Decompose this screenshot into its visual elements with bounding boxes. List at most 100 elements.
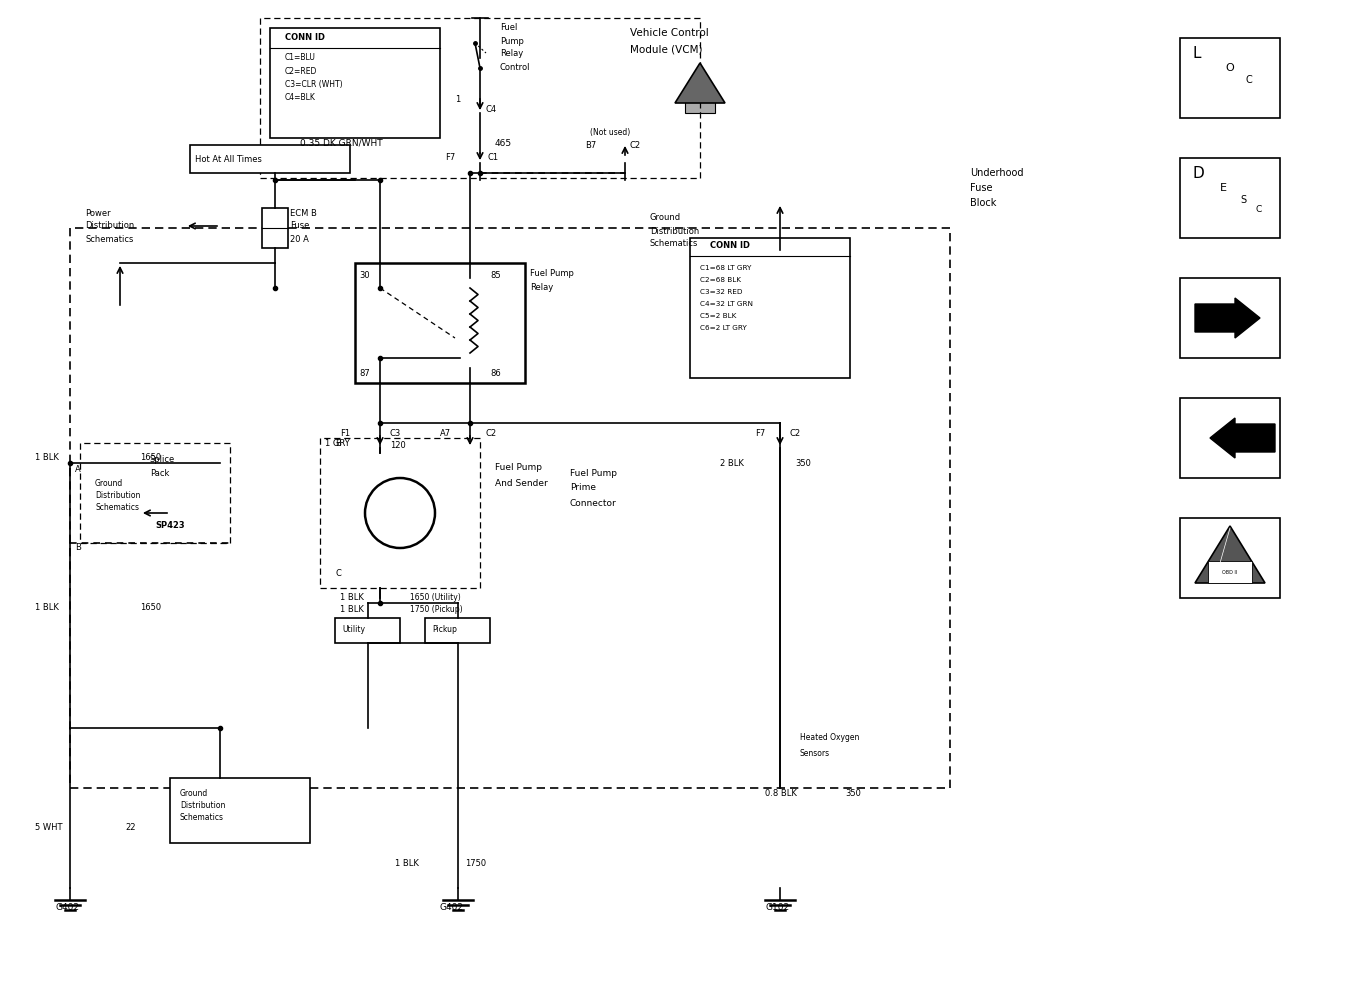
Bar — [1180, 158, 1280, 238]
Text: C1=BLU: C1=BLU — [286, 53, 316, 62]
Text: C1=68 LT GRY: C1=68 LT GRY — [700, 265, 751, 271]
Bar — [271, 28, 441, 138]
Bar — [262, 208, 288, 248]
Bar — [69, 228, 951, 788]
Text: 1 GRY: 1 GRY — [325, 438, 350, 448]
Text: G402: G402 — [441, 903, 464, 912]
Text: C: C — [335, 569, 341, 578]
Polygon shape — [675, 62, 725, 103]
Text: 1650 (Utility): 1650 (Utility) — [409, 594, 461, 603]
Text: C4: C4 — [486, 106, 496, 115]
Text: G402: G402 — [54, 903, 79, 912]
Text: 0.35 DK GRN/WHT: 0.35 DK GRN/WHT — [301, 138, 382, 147]
Text: 1 BLK: 1 BLK — [394, 859, 419, 868]
Text: Ground: Ground — [95, 479, 124, 488]
Text: Pump: Pump — [500, 36, 524, 45]
Text: C2: C2 — [486, 428, 496, 437]
Text: Fuel Pump: Fuel Pump — [495, 464, 543, 473]
Text: C6=2 LT GRY: C6=2 LT GRY — [700, 325, 747, 331]
Text: B: B — [75, 543, 80, 552]
Text: E: E — [1220, 183, 1227, 193]
Text: Pump: Pump — [389, 528, 411, 537]
Text: C3=CLR (WHT): C3=CLR (WHT) — [286, 80, 343, 89]
Text: C2=68 BLK: C2=68 BLK — [700, 277, 741, 283]
Bar — [424, 618, 490, 643]
Text: Fuse: Fuse — [970, 183, 993, 193]
Text: C4=BLK: C4=BLK — [286, 93, 316, 102]
Text: Module (VCM): Module (VCM) — [630, 45, 703, 55]
Text: F7: F7 — [755, 428, 766, 437]
Text: Utility: Utility — [341, 626, 364, 634]
Text: Fuel: Fuel — [500, 23, 517, 32]
Bar — [690, 238, 850, 378]
Text: A: A — [75, 466, 80, 475]
Bar — [1180, 518, 1280, 598]
Text: 22: 22 — [125, 824, 136, 833]
Text: Fuse: Fuse — [290, 222, 309, 231]
Text: 350: 350 — [796, 459, 811, 468]
Text: CONN ID: CONN ID — [710, 242, 749, 251]
Text: 5 WHT: 5 WHT — [35, 824, 63, 833]
Bar — [1208, 561, 1253, 583]
Text: Schematics: Schematics — [650, 240, 699, 249]
Polygon shape — [1195, 526, 1265, 583]
Text: C3: C3 — [390, 428, 401, 437]
Text: O: O — [1225, 62, 1234, 73]
Bar — [260, 18, 700, 178]
Text: Distribution: Distribution — [180, 800, 226, 809]
Text: Connector: Connector — [570, 499, 616, 507]
Text: B: B — [335, 438, 341, 448]
Text: Distribution: Distribution — [95, 491, 140, 500]
Bar — [335, 618, 400, 643]
Bar — [1180, 398, 1280, 478]
Text: 20 A: 20 A — [290, 235, 309, 244]
Bar — [685, 101, 715, 113]
Text: Heated Oxygen: Heated Oxygen — [800, 734, 860, 743]
Text: C3=32 RED: C3=32 RED — [700, 289, 743, 295]
Text: Hot At All Times: Hot At All Times — [194, 154, 262, 163]
Bar — [1180, 38, 1280, 118]
Text: Distribution: Distribution — [84, 222, 135, 231]
Text: Fuel Pump: Fuel Pump — [530, 268, 574, 277]
Text: 85: 85 — [490, 270, 500, 279]
Text: C2=RED: C2=RED — [286, 67, 317, 76]
FancyArrow shape — [1210, 418, 1276, 458]
Text: Splice: Splice — [150, 456, 175, 465]
Text: Prime: Prime — [570, 484, 596, 493]
Text: 1: 1 — [456, 96, 460, 105]
Text: And Sender: And Sender — [495, 479, 548, 488]
Text: Power: Power — [84, 209, 110, 218]
Text: 86: 86 — [490, 369, 500, 378]
Text: 1 BLK: 1 BLK — [340, 594, 364, 603]
Text: Distribution: Distribution — [650, 227, 699, 236]
Text: C5=2 BLK: C5=2 BLK — [700, 313, 736, 319]
Text: Schematics: Schematics — [95, 503, 139, 511]
Bar — [170, 778, 310, 843]
Text: Relay: Relay — [530, 283, 554, 292]
Text: 2 BLK: 2 BLK — [719, 459, 744, 468]
Text: D: D — [1191, 165, 1204, 180]
Text: C2: C2 — [790, 428, 801, 437]
FancyArrow shape — [1195, 298, 1259, 338]
Text: 1 BLK: 1 BLK — [340, 606, 364, 615]
Text: CONN ID: CONN ID — [286, 33, 325, 42]
Bar — [190, 145, 350, 173]
Text: Ground: Ground — [180, 788, 208, 797]
Bar — [320, 438, 480, 588]
Text: Fuel: Fuel — [392, 518, 408, 527]
Text: M: M — [394, 503, 405, 513]
Text: L: L — [1191, 45, 1201, 60]
Text: Block: Block — [970, 198, 997, 208]
Bar — [355, 263, 525, 383]
Circle shape — [364, 478, 435, 548]
Text: 1650: 1650 — [140, 454, 160, 463]
Text: 465: 465 — [495, 138, 513, 147]
Text: C: C — [1255, 206, 1261, 215]
Text: Pickup: Pickup — [432, 626, 457, 634]
Text: Fuel Pump: Fuel Pump — [570, 469, 617, 478]
Text: C: C — [1244, 75, 1251, 85]
Text: B7: B7 — [585, 141, 596, 150]
Text: SP423: SP423 — [155, 520, 185, 529]
Text: Pack: Pack — [150, 469, 170, 478]
Text: 1750: 1750 — [465, 859, 486, 868]
